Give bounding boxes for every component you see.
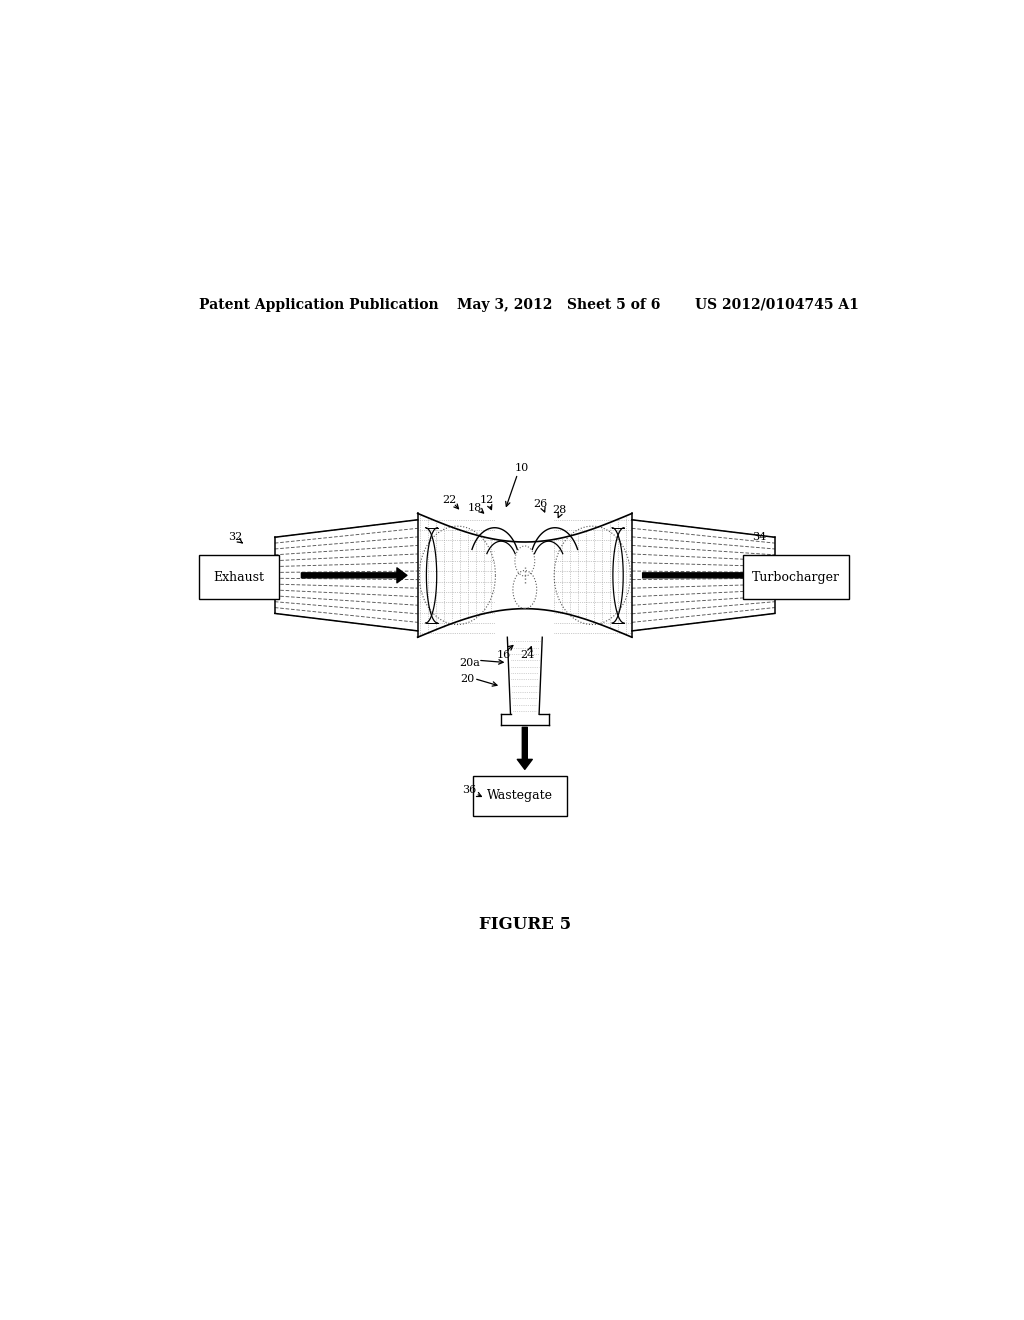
Text: Patent Application Publication: Patent Application Publication (200, 298, 439, 312)
FancyBboxPatch shape (200, 556, 279, 599)
Text: Wastegate: Wastegate (487, 789, 553, 803)
Text: 10: 10 (514, 463, 528, 473)
Text: 20a: 20a (459, 657, 479, 668)
Text: Turbocharger: Turbocharger (752, 570, 840, 583)
Text: 24: 24 (520, 649, 535, 660)
Text: May 3, 2012   Sheet 5 of 6: May 3, 2012 Sheet 5 of 6 (458, 298, 660, 312)
Text: 36: 36 (462, 785, 476, 796)
Text: FIGURE 5: FIGURE 5 (479, 916, 570, 933)
Text: Exhaust: Exhaust (214, 570, 264, 583)
Text: 34: 34 (752, 532, 766, 543)
Text: 16: 16 (497, 649, 511, 660)
Text: US 2012/0104745 A1: US 2012/0104745 A1 (695, 298, 859, 312)
Text: 32: 32 (228, 532, 243, 543)
Text: 20: 20 (461, 673, 475, 684)
FancyBboxPatch shape (473, 776, 567, 816)
Text: 18: 18 (468, 503, 482, 513)
Text: 26: 26 (534, 499, 548, 510)
FancyBboxPatch shape (743, 556, 849, 599)
Text: 12: 12 (479, 495, 494, 506)
Text: 22: 22 (442, 495, 457, 506)
Text: 28: 28 (552, 506, 566, 515)
